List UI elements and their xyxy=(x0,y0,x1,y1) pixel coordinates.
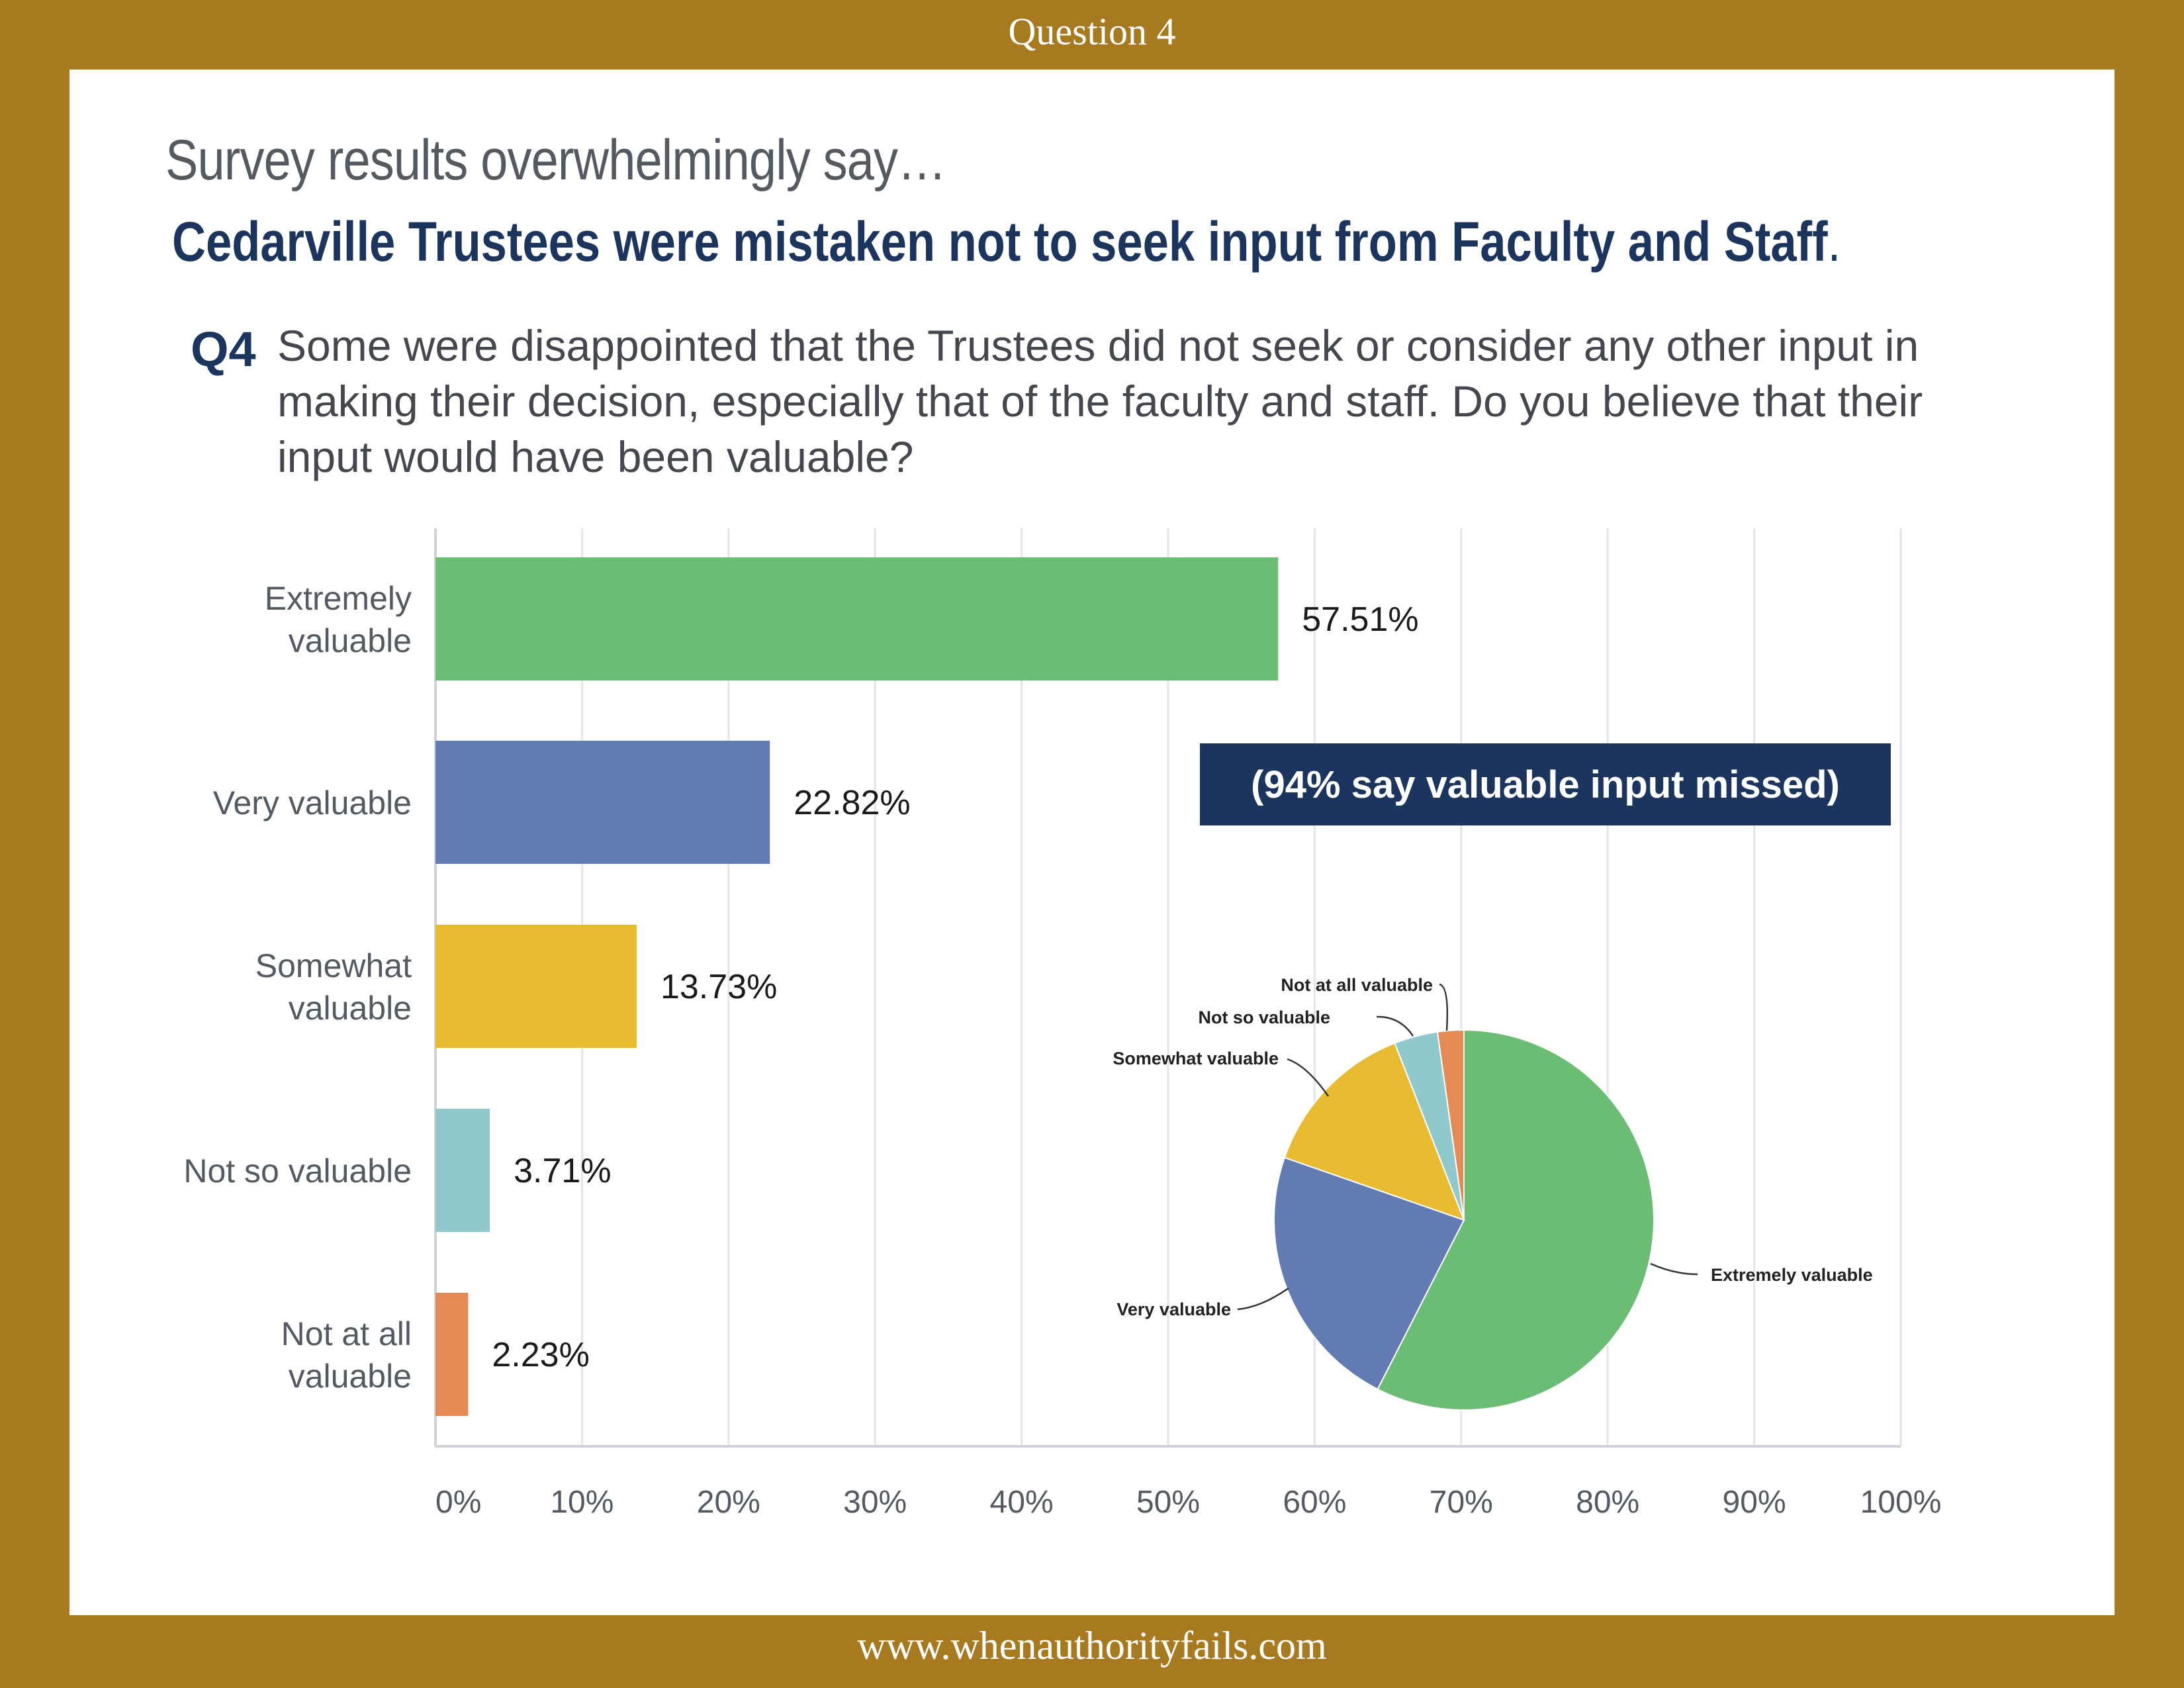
pie-slice-label: Not at all valuable xyxy=(1281,975,1433,995)
bar xyxy=(435,557,1279,680)
x-tick-label: 60% xyxy=(1283,1485,1346,1520)
category-label: Very valuable xyxy=(213,784,412,821)
category-label: Somewhat valuable xyxy=(255,947,412,1027)
bar-value-label: 3.71% xyxy=(514,1152,611,1190)
pie-leader-line xyxy=(1650,1262,1698,1276)
x-tick-label: 70% xyxy=(1430,1485,1493,1520)
callout-box: (94% say valuable input missed) xyxy=(1200,743,1891,825)
x-tick-label: 40% xyxy=(990,1485,1054,1520)
pie-slice xyxy=(1436,1029,1465,1221)
pie-chart: Extremely valuable Very valuable Somewhat … xyxy=(1113,975,1873,1411)
x-tick-label: 20% xyxy=(697,1485,760,1520)
x-tick-label: 0% xyxy=(435,1485,481,1520)
x-tick-label: 30% xyxy=(843,1485,907,1520)
x-tick-label: 50% xyxy=(1136,1485,1200,1520)
category-label: Not at all valuable xyxy=(281,1315,412,1395)
bar-chart-labels: 0% 10% 20% 30% 40% 50% 60% 70% 80% 90% 100% 57.51% E… xyxy=(183,580,1941,1520)
x-tick-label: 90% xyxy=(1723,1485,1786,1520)
x-tick-label: 10% xyxy=(550,1485,614,1520)
pie-slice-label: Not so valuable xyxy=(1198,1008,1330,1027)
bar-chart-bars xyxy=(435,557,1279,1416)
pie-leader-line xyxy=(1376,1015,1414,1037)
category-label: Extremely valuable xyxy=(265,580,412,659)
category-label: Not so valuable xyxy=(183,1152,412,1190)
headline: Cedarville Trustees were mistaken not to… xyxy=(172,210,1841,274)
bar xyxy=(435,925,637,1048)
question-label: Q4 xyxy=(191,322,256,377)
pie-slice-label: Very valuable xyxy=(1116,1299,1231,1319)
website-url[interactable]: www.whenauthorityfails.com xyxy=(857,1624,1327,1667)
bar-value-label: 13.73% xyxy=(660,968,777,1006)
pie-leader-line xyxy=(1287,1058,1330,1097)
bar-value-label: 22.82% xyxy=(794,784,910,822)
bar-value-label: 2.23% xyxy=(492,1336,589,1374)
intro-text: Survey results overwhelmingly say… xyxy=(165,128,946,192)
pie-slice-label: Extremely valuable xyxy=(1711,1265,1873,1285)
pie-slice-label: Somewhat valuable xyxy=(1113,1049,1279,1068)
bar xyxy=(435,1293,469,1416)
x-tick-label: 80% xyxy=(1576,1485,1639,1520)
pie-leader-line xyxy=(1237,1287,1289,1311)
content-panel: Survey results overwhelmingly say… Cedar… xyxy=(69,70,2115,1615)
headline-punctuation: . xyxy=(1827,211,1841,273)
x-tick-label: 100% xyxy=(1860,1485,1942,1520)
pie-slice xyxy=(1273,1156,1465,1390)
bar-value-label: 57.51% xyxy=(1302,600,1418,639)
pie-slice xyxy=(1377,1029,1655,1411)
question-text: Some were disappointed that the Trustees… xyxy=(277,321,1923,481)
bar xyxy=(435,1109,490,1232)
pie-slice xyxy=(1283,1042,1465,1221)
bar xyxy=(435,741,770,864)
pie-leader-line xyxy=(1439,983,1449,1031)
question-number-header: Question 4 xyxy=(1008,10,1176,53)
headline-text: Cedarville Trustees were mistaken not to… xyxy=(172,211,1828,273)
